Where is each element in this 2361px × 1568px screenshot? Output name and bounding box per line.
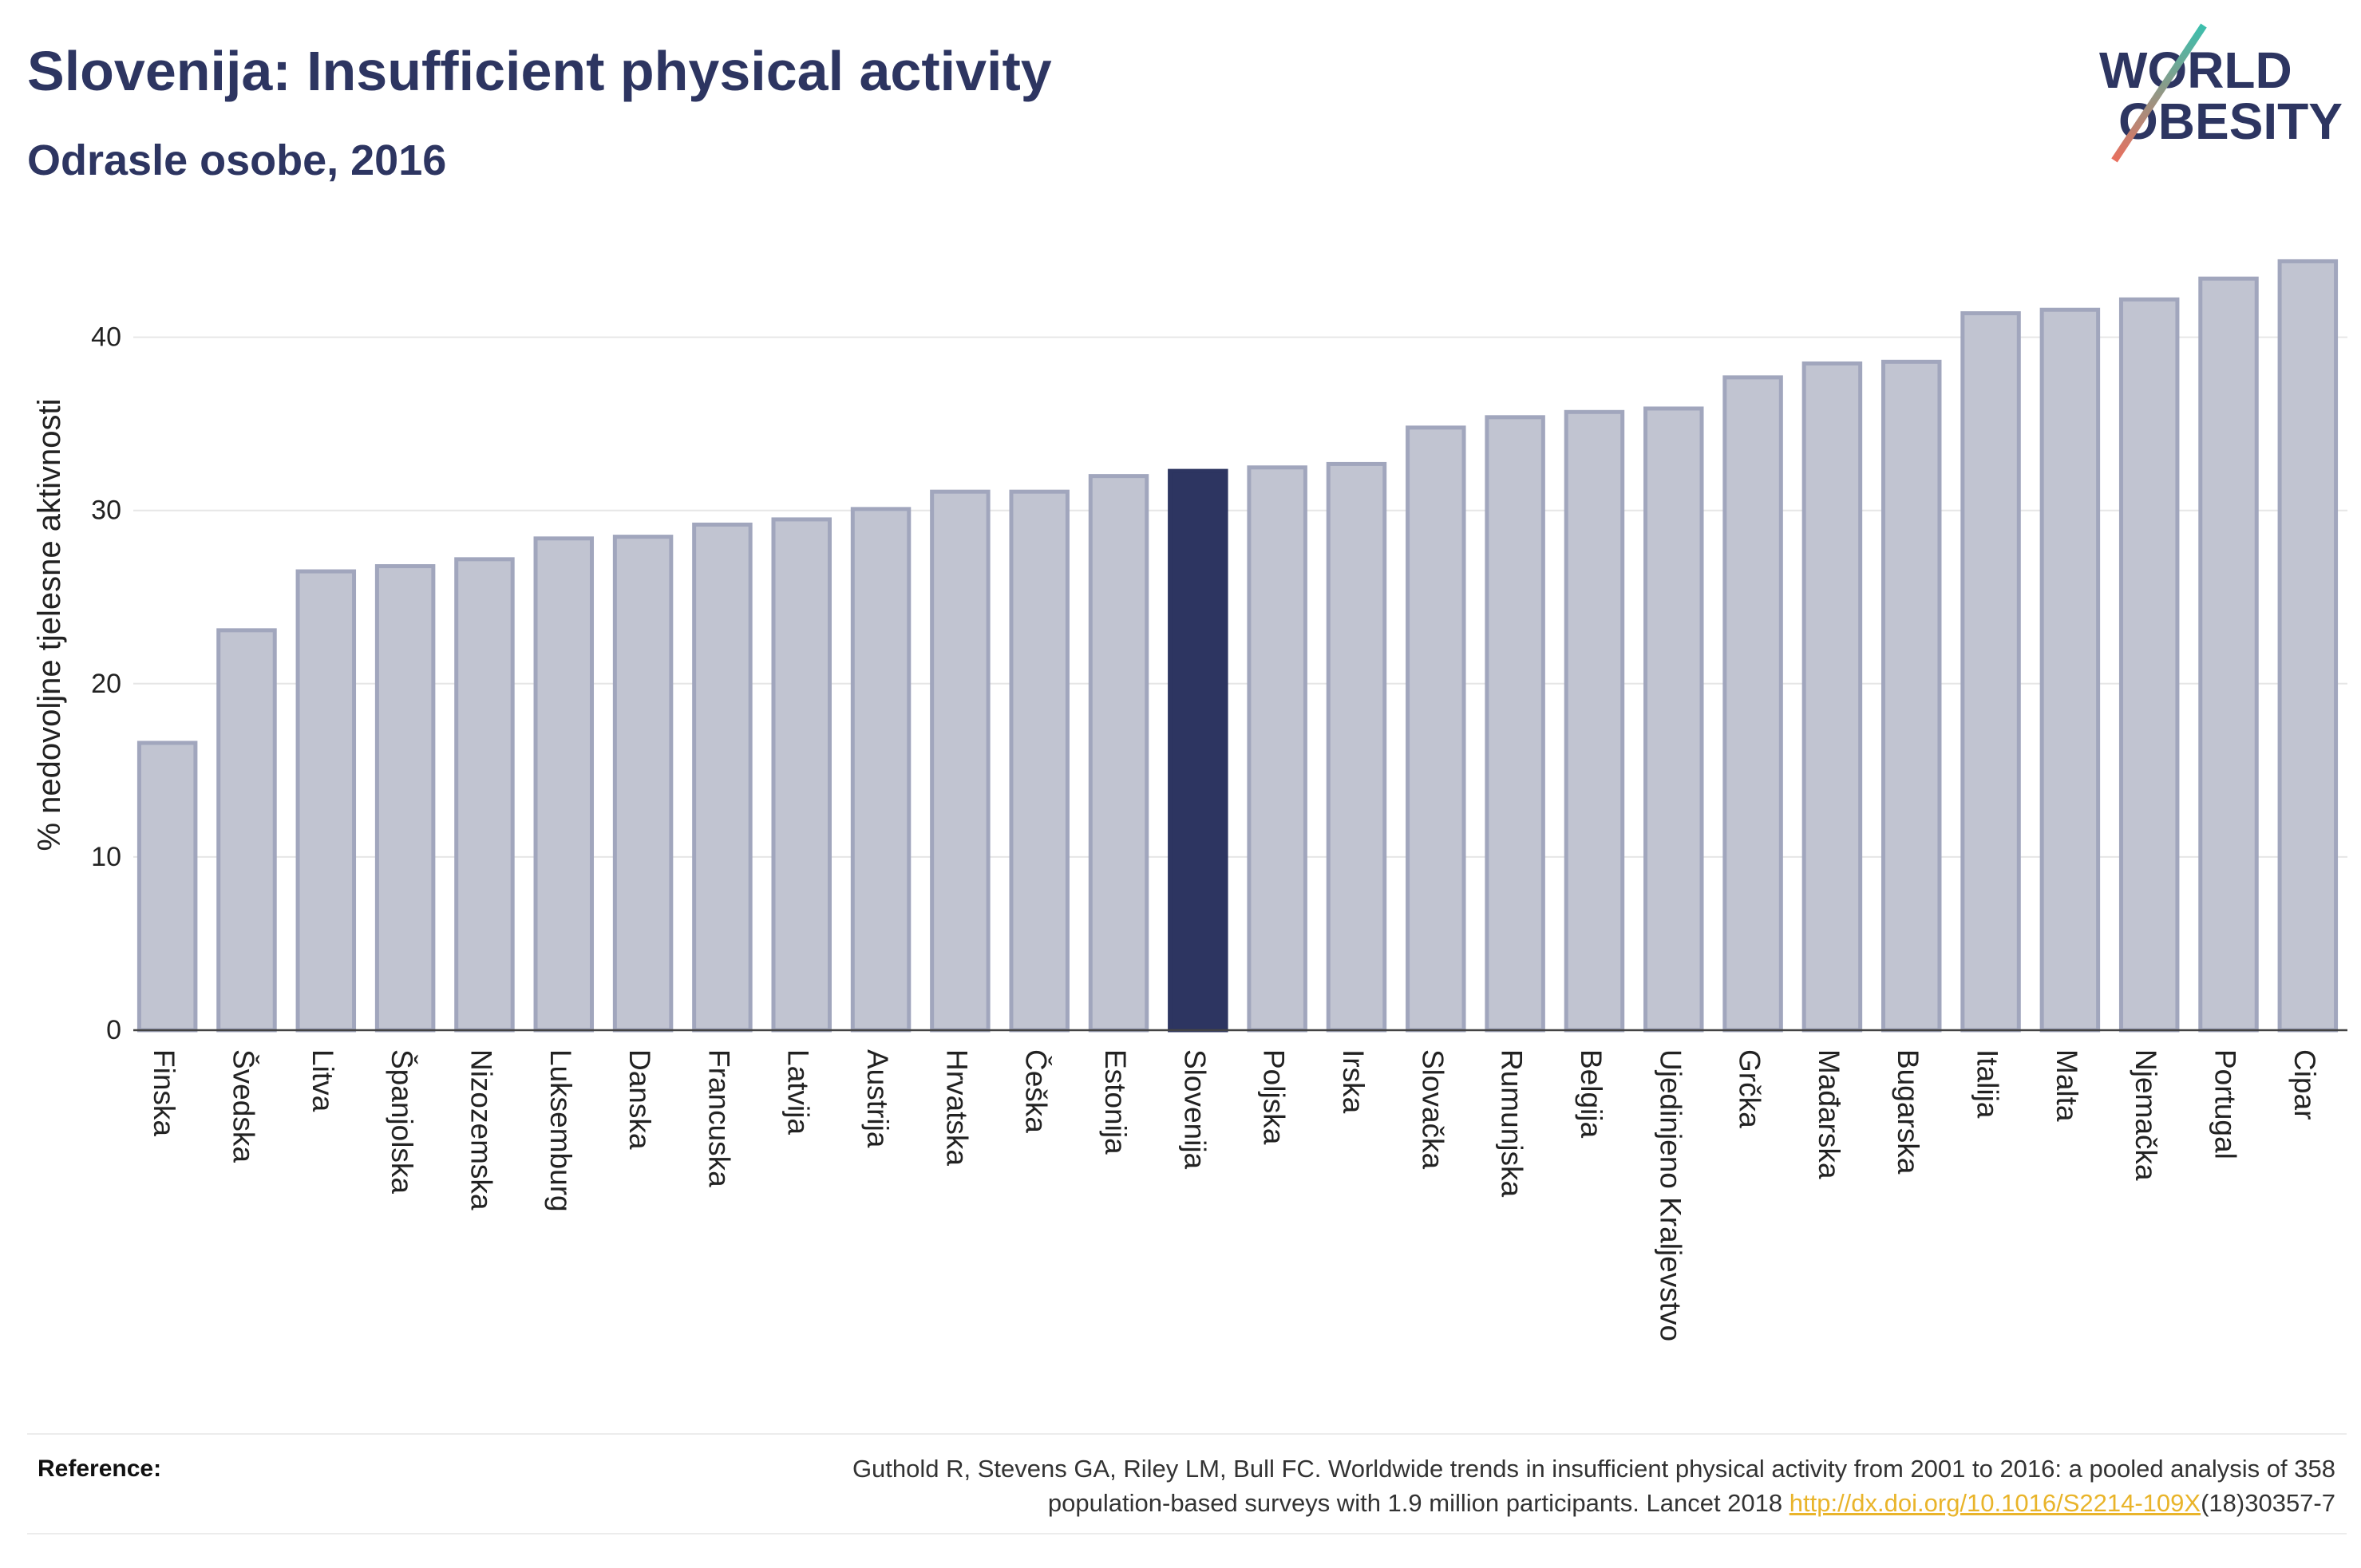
bar-italija [1960, 311, 2021, 1033]
x-tick-label: Poljska [1258, 1049, 1291, 1145]
x-tick-label: Nizozemska [465, 1049, 497, 1211]
bar-poljska [1247, 465, 1307, 1033]
bar-chart: % nedovoljne tjelesne aktivnosti 0 10 20 30… [32, 259, 2347, 1341]
bar-finska [136, 741, 198, 1033]
bar-irska [1326, 461, 1387, 1033]
x-tick-label: Malta [2051, 1049, 2083, 1122]
bar-francuska [692, 522, 753, 1033]
x-tick-label: Portugal [2209, 1049, 2242, 1159]
y-axis-label: % nedovoljne tjelesne aktivnosti [32, 398, 67, 851]
y-tick-label: 30 [91, 496, 121, 526]
bar-hrvatska [930, 489, 991, 1033]
world-obesity-logo: WORLD OBESITY [2099, 23, 2343, 163]
y-tick-label: 40 [91, 322, 121, 353]
bar-portugal [2198, 276, 2259, 1033]
bar-litva [295, 569, 357, 1033]
chart-subtitle: Odrasle osobe, 2016 [27, 136, 447, 184]
x-tick-label: Belgija [1575, 1049, 1608, 1138]
x-tick-label: Mađarska [1813, 1049, 1845, 1179]
footer-bottom-divider [27, 1533, 2347, 1534]
reference-line-2-text: population-based surveys with 1.9 millio… [1047, 1489, 1790, 1517]
bar-belgija [1564, 409, 1625, 1033]
reference-line-2-suffix: (18)30357-7 [2201, 1489, 2335, 1517]
x-tick-label: Cipar [2288, 1049, 2321, 1120]
bar-ceska [1009, 489, 1070, 1033]
logo-slash-icon [2111, 23, 2207, 163]
y-tick-label: 10 [91, 842, 121, 872]
bar-bugarska [1880, 359, 1942, 1033]
y-axis-ticks: 0 10 20 30 40 [91, 322, 121, 1045]
x-tick-label: Švedska [227, 1049, 259, 1163]
x-tick-label: Danska [623, 1049, 656, 1150]
x-tick-label: Hrvatska [940, 1049, 973, 1166]
x-axis-ticks: Finska Švedska Litva Španjolska Nizozemska Lu… [148, 1049, 2321, 1341]
x-tick-label: Irska [1337, 1049, 1370, 1114]
bar-madarska [1801, 361, 1863, 1033]
x-tick-label: Češka [1020, 1049, 1053, 1133]
x-tick-label: Slovenija [1178, 1049, 1211, 1170]
bar-njemacka [2118, 297, 2180, 1033]
reference-line-2: population-based surveys with 1.9 millio… [852, 1486, 2335, 1520]
x-tick-label: Rumunjska [1496, 1049, 1529, 1197]
x-tick-label: Austrija [861, 1049, 894, 1148]
x-tick-label: Španjolska [386, 1049, 418, 1194]
bar-austrija [850, 507, 912, 1033]
x-tick-label: Finska [148, 1049, 180, 1136]
x-tick-label: Njemačka [2130, 1049, 2162, 1181]
bar-slovacka [1406, 425, 1466, 1033]
logo-line-world: WORLD [2099, 41, 2292, 99]
x-tick-label: Luksemburg [544, 1049, 577, 1212]
bar-malta [2039, 307, 2101, 1033]
y-tick-label: 20 [91, 669, 121, 699]
bar-estonija [1088, 474, 1149, 1033]
reference-label: Reference: [38, 1455, 162, 1482]
x-tick-label: Grčka [1734, 1049, 1766, 1128]
bars [136, 259, 2339, 1033]
x-tick-label: Francuska [702, 1049, 735, 1187]
x-tick-label: Ujedinjeno Kraljevstvo [1654, 1049, 1687, 1341]
bar-latvija [771, 517, 832, 1033]
x-tick-label: Italija [1971, 1049, 2004, 1119]
x-tick-label: Litva [306, 1049, 339, 1112]
bar-nizozemska [454, 557, 515, 1033]
reference-doi-link[interactable]: http://dx.doi.org/10.1016/S2214-109X [1789, 1489, 2201, 1517]
footer-top-divider [27, 1433, 2347, 1435]
bar-ujedinjeno-kraljevstvo [1643, 406, 1704, 1033]
bar-slovenija [1168, 468, 1228, 1033]
chart-title: Slovenija: Insufficient physical activit… [27, 40, 1052, 102]
bar-grcka [1722, 375, 1783, 1033]
reference-text: Guthold R, Stevens GA, Riley LM, Bull FC… [852, 1451, 2335, 1520]
x-tick-label: Bugarska [1892, 1049, 1924, 1175]
x-tick-label: Slovačka [1416, 1049, 1449, 1170]
bar-spanjolska [374, 564, 436, 1033]
y-tick-label: 0 [106, 1015, 121, 1045]
bar-danska [612, 535, 674, 1033]
bar-rumunjska [1485, 415, 1545, 1033]
bar-svedska [216, 628, 277, 1033]
reference-line-1: Guthold R, Stevens GA, Riley LM, Bull FC… [852, 1455, 2335, 1483]
x-tick-label: Latvija [782, 1049, 815, 1135]
bar-cipar [2277, 259, 2339, 1033]
x-tick-label: Estonija [1099, 1049, 1132, 1155]
bar-luksemburg [533, 536, 595, 1033]
